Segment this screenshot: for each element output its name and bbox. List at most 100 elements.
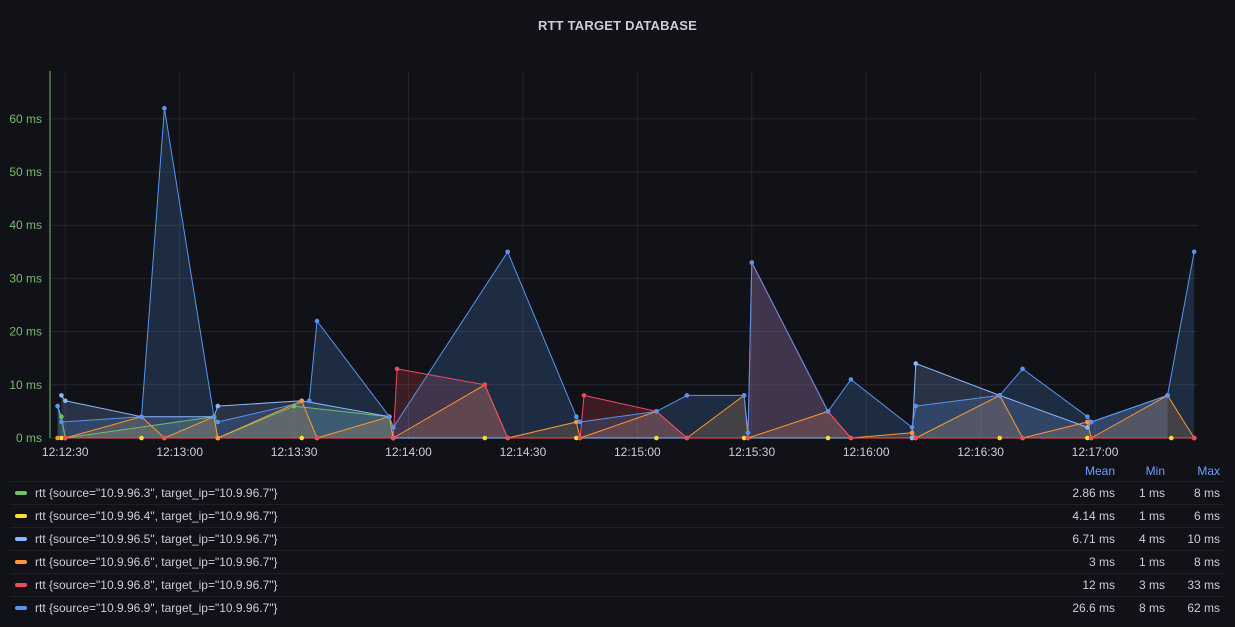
data-point-3: [215, 435, 221, 441]
data-point-5: [314, 318, 320, 324]
panel-title: RTT TARGET DATABASE: [537, 18, 698, 33]
legend-header-max[interactable]: Max: [1197, 463, 1220, 478]
data-point-4: [1088, 435, 1094, 441]
x-tick-label: 12:14:00: [385, 445, 432, 459]
series-color-swatch[interactable]: [15, 537, 27, 541]
data-point-4: [684, 435, 690, 441]
data-point-3: [299, 398, 305, 404]
y-tick-label: 10 ms: [9, 378, 42, 392]
data-point-1: [59, 435, 64, 441]
data-point-5: [1165, 393, 1170, 398]
legend-mean-value: 6.71 ms: [1072, 532, 1115, 546]
series-color-swatch[interactable]: [15, 491, 27, 495]
data-point-4: [1020, 435, 1025, 441]
y-tick-label: 0 ms: [16, 431, 42, 445]
x-tick-label: 12:15:30: [728, 445, 775, 459]
data-point-5: [909, 425, 915, 430]
data-point-4: [577, 435, 583, 441]
data-point-5: [825, 409, 831, 414]
data-point-5: [211, 414, 217, 420]
data-point-4: [505, 435, 511, 441]
data-point-1: [1169, 435, 1174, 441]
data-point-1: [997, 435, 1002, 441]
data-point-4: [848, 435, 854, 441]
legend-row[interactable]: rtt {source="10.9.96.4", target_ip="10.9…: [10, 504, 1225, 527]
legend-min-value: 1 ms: [1138, 509, 1165, 523]
x-tick-label: 12:12:30: [42, 445, 89, 459]
x-tick-label: 12:16:30: [957, 445, 1004, 459]
data-point-3: [1085, 419, 1090, 425]
legend-min-value: 1 ms: [1138, 486, 1165, 500]
series-area-0: [57, 406, 394, 438]
data-point-2: [1085, 425, 1090, 430]
data-point-5: [215, 419, 221, 425]
series-color-swatch[interactable]: [15, 560, 27, 564]
data-point-4: [162, 435, 167, 441]
data-point-1: [825, 435, 831, 441]
data-point-4: [482, 382, 488, 388]
data-point-5: [749, 260, 755, 265]
data-point-5: [577, 419, 583, 425]
data-point-5: [574, 414, 579, 420]
data-point-3: [909, 430, 915, 436]
data-point-5: [162, 105, 167, 111]
data-point-5: [848, 377, 854, 382]
data-point-5: [387, 414, 392, 420]
data-point-1: [299, 435, 305, 441]
data-point-5: [684, 393, 690, 398]
legend-series-name[interactable]: rtt {source="10.9.96.9", target_ip="10.9…: [35, 601, 278, 615]
data-point-5: [997, 393, 1002, 398]
legend-series-name[interactable]: rtt {source="10.9.96.5", target_ip="10.9…: [35, 532, 278, 546]
legend-header-mean[interactable]: Mean: [1084, 463, 1115, 478]
legend-row[interactable]: rtt {source="10.9.96.9", target_ip="10.9…: [10, 596, 1225, 619]
legend-series-name[interactable]: rtt {source="10.9.96.6", target_ip="10.9…: [35, 555, 278, 569]
legend-header-min[interactable]: Min: [1145, 463, 1165, 478]
series-line-3: [57, 384, 1195, 439]
data-point-5: [59, 419, 64, 425]
series-color-swatch[interactable]: [15, 606, 27, 610]
legend-max-value: 6 ms: [1193, 509, 1220, 523]
legend-row[interactable]: rtt {source="10.9.96.6", target_ip="10.9…: [10, 550, 1225, 573]
x-tick-label: 12:16:00: [843, 445, 890, 459]
series-color-swatch[interactable]: [15, 514, 27, 518]
legend-series-name[interactable]: rtt {source="10.9.96.3", target_ip="10.9…: [35, 486, 278, 500]
chart-points: [55, 105, 1197, 441]
series-area-3: [57, 384, 1195, 438]
data-point-5: [391, 425, 396, 430]
data-point-3: [574, 419, 579, 425]
legend-max-value: 33 ms: [1187, 578, 1220, 592]
data-point-5: [654, 409, 659, 414]
chart-areas: [57, 108, 1195, 438]
y-tick-label: 60 ms: [9, 112, 42, 126]
data-point-5: [505, 249, 511, 255]
data-point-4: [913, 435, 919, 441]
data-point-4: [581, 393, 587, 398]
legend-mean-value: 26.6 ms: [1072, 601, 1115, 615]
legend-row[interactable]: rtt {source="10.9.96.3", target_ip="10.9…: [10, 481, 1225, 504]
legend-series-name[interactable]: rtt {source="10.9.96.4", target_ip="10.9…: [35, 509, 278, 523]
legend-max-value: 10 ms: [1187, 532, 1220, 546]
legend-max-value: 8 ms: [1193, 555, 1220, 569]
data-point-5: [1020, 366, 1025, 372]
x-tick-label: 12:13:30: [271, 445, 318, 459]
legend-series-name[interactable]: rtt {source="10.9.96.8", target_ip="10.9…: [35, 578, 278, 592]
legend-header: Mean Min Max: [10, 460, 1225, 481]
series-area-2: [61, 363, 1168, 438]
data-point-5: [1088, 419, 1094, 425]
legend-row[interactable]: rtt {source="10.9.96.5", target_ip="10.9…: [10, 527, 1225, 550]
data-point-4: [1191, 435, 1197, 441]
data-point-0: [291, 403, 297, 409]
data-point-5: [1191, 249, 1197, 255]
data-point-4: [394, 366, 400, 372]
series-area-5: [57, 108, 1195, 438]
chart-lines: [57, 107, 1195, 439]
data-point-5: [307, 398, 312, 404]
legend-mean-value: 4.14 ms: [1072, 509, 1115, 523]
x-tick-label: 12:17:00: [1072, 445, 1119, 459]
data-point-1: [654, 435, 659, 441]
series-color-swatch[interactable]: [15, 583, 27, 587]
legend-min-value: 8 ms: [1138, 601, 1165, 615]
legend-row[interactable]: rtt {source="10.9.96.8", target_ip="10.9…: [10, 573, 1225, 596]
legend-max-value: 62 ms: [1187, 601, 1220, 615]
rtt-chart: 0 ms 10 ms 20 ms 30 ms 40 ms 50 ms 60 ms 12:12:…: [9, 71, 1198, 459]
